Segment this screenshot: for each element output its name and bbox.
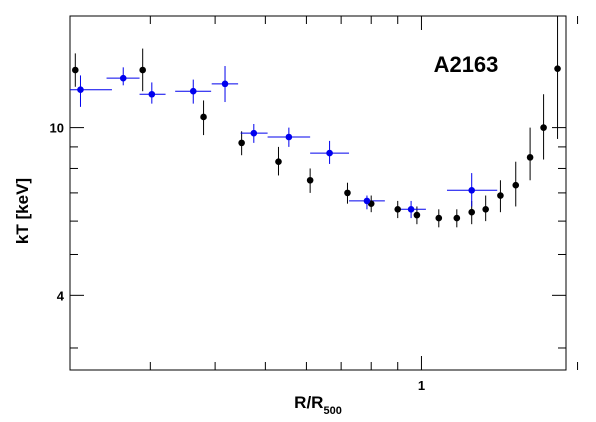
data-point-black [344, 189, 351, 197]
x-tick-label: 1 [418, 378, 425, 393]
x-axis-label-main: R/R [294, 393, 323, 412]
data-point-black [139, 66, 146, 74]
data-point-blue [77, 86, 84, 94]
data-point-blue [363, 197, 371, 205]
y-tick-label: 4 [57, 288, 65, 303]
data-point-black [200, 113, 207, 121]
data-point-black [554, 65, 561, 72]
data-point-black [71, 66, 79, 74]
data-point-black [275, 158, 282, 166]
y-axis-label: kT [keV] [13, 178, 32, 244]
data-point-black [526, 154, 534, 161]
data-point-blue [285, 133, 293, 141]
data-point-blue [326, 149, 333, 157]
data-point-black [238, 139, 245, 147]
data-point-blue [250, 129, 258, 137]
data-point-black [512, 181, 520, 189]
data-point-black [468, 208, 476, 216]
x-axis-label: R/R500 [294, 393, 342, 417]
data-point-blue [221, 80, 229, 88]
data-point-black [413, 211, 421, 219]
data-point-blue [189, 87, 197, 95]
data-point-black [482, 205, 489, 213]
x-axis-label-subscript: 500 [323, 405, 341, 417]
data-point-blue [148, 90, 156, 98]
data-point-black [394, 205, 402, 213]
data-point-black [540, 124, 547, 131]
data-point-black [435, 214, 443, 222]
y-tick-label: 10 [50, 121, 64, 136]
data-point-blue [407, 205, 415, 213]
data-point-blue [468, 186, 476, 194]
data-point-blue [119, 74, 127, 82]
data-point-black [453, 214, 461, 222]
chart-title: A2163 [434, 52, 499, 77]
data-point-black [306, 176, 314, 184]
data-point-black [497, 192, 504, 199]
